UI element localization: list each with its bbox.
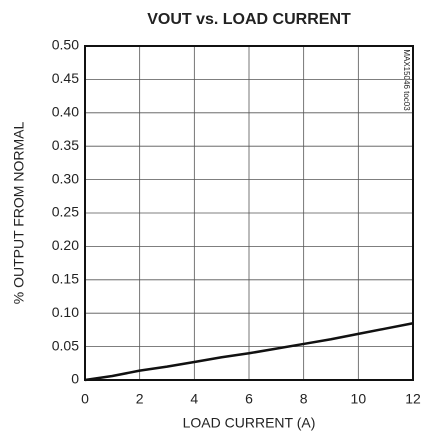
- y-tick-label: 0.20: [52, 237, 79, 253]
- x-tick-label: 4: [190, 391, 198, 407]
- x-tick-label: 10: [351, 391, 367, 407]
- y-tick-label: 0: [71, 371, 79, 387]
- y-tick-label: 0.40: [52, 104, 79, 120]
- y-tick-label: 0.25: [52, 204, 79, 220]
- y-tick-label: 0.45: [52, 70, 79, 86]
- x-tick-label: 12: [405, 391, 421, 407]
- x-tick-label: 8: [300, 391, 308, 407]
- y-axis-label: % OUTPUT FROM NORMAL: [11, 122, 27, 305]
- data-line: [84, 321, 414, 382]
- side-note: MAX15046 toc03: [402, 49, 411, 111]
- y-tick-label: 0.35: [52, 137, 79, 153]
- chart-title: VOUT vs. LOAD CURRENT: [147, 11, 351, 28]
- x-axis-label: LOAD CURRENT (A): [183, 415, 316, 431]
- y-tick-label: 0.15: [52, 271, 79, 287]
- y-tick-label: 0.05: [52, 337, 79, 353]
- plot-frame: [84, 45, 414, 381]
- y-tick-label: 0.50: [52, 37, 79, 53]
- y-tick-label: 0.10: [52, 304, 79, 320]
- y-tick-label: 0.30: [52, 170, 79, 186]
- x-tick-label: 2: [136, 391, 144, 407]
- x-tick-label: 6: [245, 391, 253, 407]
- x-tick-label: 0: [81, 391, 89, 407]
